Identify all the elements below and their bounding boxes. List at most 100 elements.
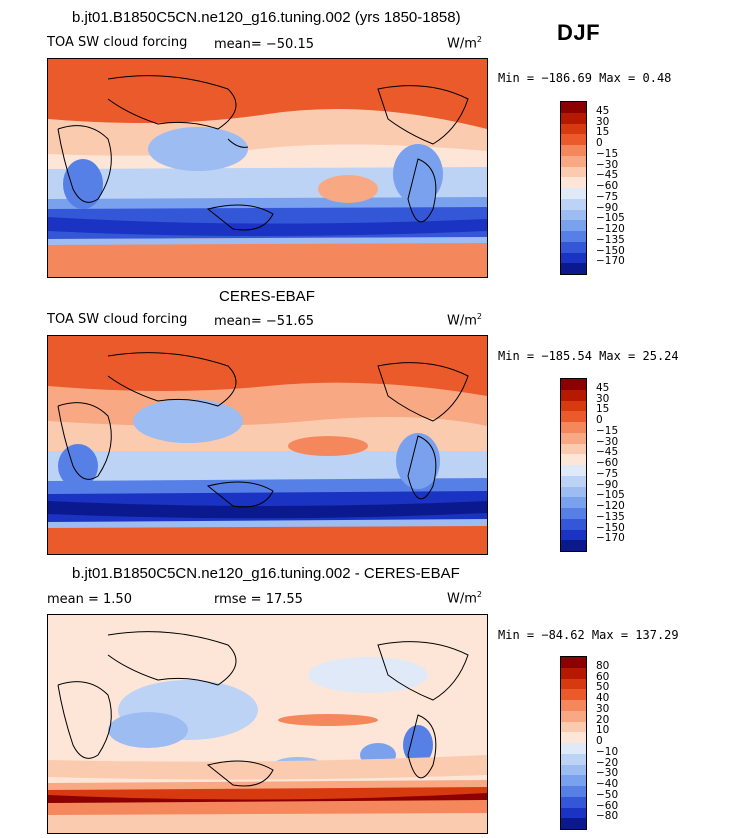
- colorbar-swatch: [561, 497, 586, 508]
- panel-3-title: b.jt01.B1850C5CN.ne120_g16.tuning.002 - …: [72, 565, 460, 582]
- colorbar-tick-label: −105: [596, 212, 625, 225]
- colorbar-swatch: [561, 198, 586, 210]
- colorbar-tick-label: −75: [596, 467, 619, 480]
- colorbar-swatch: [561, 123, 586, 135]
- panel-2-colorbar: [560, 378, 587, 552]
- colorbar-tick-label: −45: [596, 446, 619, 459]
- colorbar-swatch: [561, 389, 586, 401]
- colorbar-swatch: [561, 764, 586, 776]
- colorbar-tick-label: −170: [596, 532, 625, 545]
- colorbar-swatch: [561, 465, 586, 476]
- colorbar-tick-label: −30: [596, 767, 619, 780]
- colorbar-swatch: [561, 657, 586, 668]
- panel-2-min-max: Min = −185.54 Max = 25.24: [498, 349, 679, 363]
- colorbar-swatch: [561, 540, 586, 551]
- colorbar-swatch: [561, 400, 586, 412]
- colorbar-tick-label: 45: [596, 381, 610, 394]
- colorbar-swatch: [561, 145, 586, 156]
- panel-1-mean: mean= −50.15: [214, 37, 315, 52]
- colorbar-swatch: [561, 786, 586, 797]
- colorbar-swatch: [561, 753, 586, 765]
- colorbar-swatch: [561, 177, 586, 188]
- colorbar-tick-label: −150: [596, 521, 625, 534]
- colorbar-swatch: [561, 188, 586, 199]
- panel-1-title: b.jt01.B1850C5CN.ne120_g16.tuning.002 (y…: [72, 9, 461, 26]
- colorbar-tick-label: 50: [596, 681, 610, 694]
- colorbar-swatch: [561, 422, 586, 433]
- colorbar-tick-label: −75: [596, 190, 619, 203]
- colorbar-tick-label: −120: [596, 500, 625, 512]
- colorbar-tick-label: 20: [596, 713, 610, 726]
- panel-3-map: [47, 614, 488, 834]
- colorbar-tick-label: 15: [596, 403, 610, 416]
- colorbar-swatch: [561, 475, 586, 487]
- colorbar-swatch: [561, 689, 586, 700]
- colorbar-swatch: [561, 732, 586, 743]
- colorbar-swatch: [561, 241, 586, 253]
- colorbar-tick-label: 30: [596, 392, 610, 405]
- panel-2-variable: TOA SW cloud forcing: [47, 312, 188, 327]
- panel-3-mean: mean = 1.50: [47, 592, 132, 607]
- panel-3-colorbar: [560, 656, 587, 830]
- panel-1-colorbar: [560, 101, 587, 275]
- colorbar-tick-label: 60: [596, 670, 610, 683]
- colorbar-swatch: [561, 432, 586, 444]
- panel-2-units: W/m2: [447, 312, 482, 329]
- colorbar-swatch: [561, 700, 586, 711]
- colorbar-swatch: [561, 721, 586, 733]
- colorbar-tick-label: −80: [596, 810, 619, 823]
- colorbar-swatch: [561, 818, 586, 829]
- colorbar-tick-label: −90: [596, 478, 619, 491]
- colorbar-tick-label: −120: [596, 223, 625, 235]
- panel-2-mean: mean= −51.65: [214, 314, 315, 329]
- colorbar-tick-label: 15: [596, 126, 610, 139]
- colorbar-tick-label: −45: [596, 169, 619, 182]
- colorbar-tick-label: −60: [596, 799, 619, 812]
- colorbar-swatch: [561, 220, 586, 231]
- colorbar-swatch: [561, 102, 586, 113]
- colorbar-swatch: [561, 166, 586, 178]
- colorbar-swatch: [561, 518, 586, 530]
- colorbar-tick-label: −30: [596, 435, 619, 448]
- panel-2-map: [47, 335, 488, 555]
- colorbar-tick-label: 40: [596, 692, 610, 704]
- colorbar-swatch: [561, 209, 586, 221]
- colorbar-tick-label: −105: [596, 489, 625, 502]
- colorbar-tick-label: −170: [596, 255, 625, 268]
- colorbar-swatch: [561, 231, 586, 242]
- colorbar-tick-label: −20: [596, 756, 619, 769]
- colorbar-tick-label: 80: [596, 659, 610, 672]
- colorbar-swatch: [561, 710, 586, 722]
- panel-3-rmse: rmse = 17.55: [214, 592, 303, 607]
- colorbar-swatch: [561, 667, 586, 679]
- panel-2-title: CERES-EBAF: [219, 288, 315, 305]
- colorbar-swatch: [561, 112, 586, 124]
- colorbar-swatch: [561, 678, 586, 690]
- colorbar-swatch: [561, 411, 586, 422]
- colorbar-swatch: [561, 807, 586, 819]
- colorbar-swatch: [561, 379, 586, 390]
- colorbar-swatch: [561, 743, 586, 754]
- colorbar-tick-label: −10: [596, 745, 619, 758]
- colorbar-tick-label: −15: [596, 424, 619, 437]
- colorbar-tick-label: 30: [596, 115, 610, 128]
- colorbar-swatch: [561, 252, 586, 264]
- colorbar-swatch: [561, 454, 586, 465]
- panel-1-min-max: Min = −186.69 Max = 0.48: [498, 71, 672, 85]
- panel-1-map: [47, 58, 488, 278]
- colorbar-tick-label: −150: [596, 244, 625, 257]
- colorbar-swatch: [561, 263, 586, 274]
- colorbar-tick-label: −15: [596, 147, 619, 160]
- colorbar-tick-label: 0: [596, 137, 603, 149]
- colorbar-tick-label: −30: [596, 158, 619, 171]
- colorbar-tick-label: 45: [596, 104, 610, 117]
- colorbar-tick-label: −135: [596, 233, 625, 246]
- colorbar-tick-label: −90: [596, 201, 619, 214]
- colorbar-tick-label: 0: [596, 735, 603, 747]
- colorbar-swatch: [561, 155, 586, 167]
- panel-1-variable: TOA SW cloud forcing: [47, 35, 188, 50]
- panel-3-min-max: Min = −84.62 Max = 137.29: [498, 628, 679, 642]
- colorbar-swatch: [561, 529, 586, 541]
- colorbar-tick-label: −50: [596, 788, 619, 801]
- colorbar-tick-label: 10: [596, 724, 610, 737]
